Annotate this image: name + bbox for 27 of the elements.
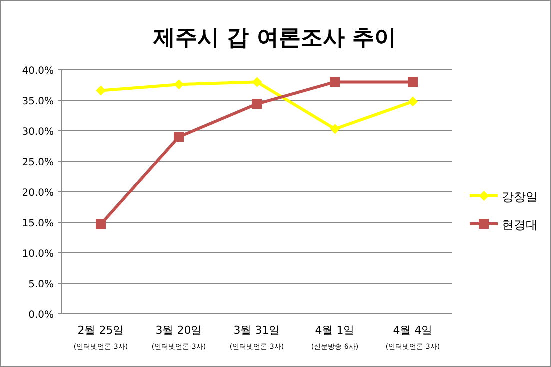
- legend-label: 현경대: [502, 218, 538, 232]
- point: [174, 132, 184, 142]
- y-tick-label: 10.0%: [22, 249, 54, 260]
- y-tick-label: 40.0%: [22, 66, 54, 77]
- point: [174, 80, 184, 90]
- y-tick-label: 30.0%: [22, 127, 54, 138]
- y-tick-label: 25.0%: [22, 158, 54, 168]
- x-tick-label: 2월 25일 (인터넷언론 3사): [74, 324, 128, 351]
- point: [330, 77, 340, 88]
- x-tick-label: 3월 20일 (인터넷언론 3사): [152, 324, 206, 351]
- y-tick-label: 35.0%: [22, 96, 54, 108]
- point: [252, 99, 262, 110]
- point: [96, 86, 106, 96]
- point: [252, 77, 262, 88]
- y-tick-label: 5.0%: [28, 280, 54, 290]
- y-tick-label: 0.0%: [28, 310, 54, 321]
- y-tick-label: 20.0%: [22, 188, 54, 199]
- chart-title: 제주시 갑 여론조사 추이: [152, 26, 396, 51]
- legend-label: 강창일: [502, 190, 538, 204]
- point: [96, 219, 106, 230]
- point: [408, 96, 418, 107]
- x-tick-label: 4월 1일 (신문방송 6사): [311, 324, 359, 351]
- y-tick-label: 15.0%: [22, 218, 54, 230]
- point: [330, 124, 340, 134]
- x-tick-label: 4월 4일 (인터넷언론 3사): [386, 324, 440, 351]
- point: [408, 77, 418, 88]
- x-tick-label: 3월 31일 (인터넷언론 3사): [230, 324, 284, 351]
